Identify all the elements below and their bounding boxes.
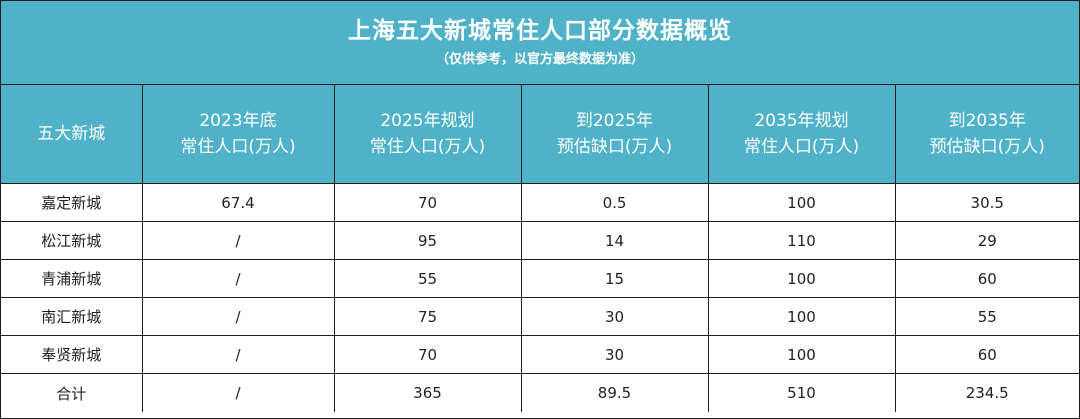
population-table: 五大新城 2023年底 常住人口(万人) 2025年规划 常住人口(万人) 到2…	[1, 85, 1079, 412]
plan-2035-cell: 100	[707, 259, 895, 298]
gap-2025-total-cell: 89.5	[520, 373, 708, 412]
city-name-cell: 青浦新城	[1, 259, 142, 298]
plan-2025-cell: 70	[333, 183, 521, 222]
population-2023-cell: /	[141, 335, 334, 374]
gap-2035-cell: 60	[894, 335, 1079, 374]
header-cell-2025-plan: 2025年规划 常住人口(万人)	[333, 85, 521, 184]
plan-2025-cell: 95	[333, 221, 521, 260]
table-row: 嘉定新城 67.4 70 0.5 100 30.5	[1, 183, 1079, 222]
population-2023-total-cell: /	[141, 373, 334, 412]
header-cell-2025-gap: 到2025年 预估缺口(万人)	[520, 85, 708, 184]
plan-2035-cell: 110	[707, 221, 895, 260]
header-cell-2035-gap: 到2035年 预估缺口(万人)	[894, 85, 1079, 184]
table-subtitle: （仅供参考，以官方最终数据为准）	[435, 52, 644, 67]
city-name-cell: 南汇新城	[1, 297, 142, 336]
city-name-cell: 奉贤新城	[1, 335, 142, 374]
gap-2025-cell: 30	[520, 335, 708, 374]
gap-2025-cell: 0.5	[520, 183, 708, 222]
population-2023-cell: /	[141, 221, 334, 260]
plan-2025-cell: 75	[333, 297, 521, 336]
population-2023-cell: /	[141, 297, 334, 336]
gap-2035-cell: 29	[894, 221, 1079, 260]
gap-2025-cell: 14	[520, 221, 708, 260]
gap-2025-cell: 30	[520, 297, 708, 336]
plan-2025-cell: 55	[333, 259, 521, 298]
plan-2025-total-cell: 365	[333, 373, 521, 412]
table-row: 奉贤新城 / 70 30 100 60	[1, 335, 1079, 374]
header-cell-2035-plan: 2035年规划 常住人口(万人)	[707, 85, 895, 184]
gap-2025-cell: 15	[520, 259, 708, 298]
plan-2035-cell: 100	[707, 183, 895, 222]
plan-2035-cell: 100	[707, 335, 895, 374]
header-cell-city: 五大新城	[1, 85, 142, 184]
city-name-cell: 嘉定新城	[1, 183, 142, 222]
header-cell-2023-population: 2023年底 常住人口(万人)	[141, 85, 334, 184]
gap-2035-cell: 55	[894, 297, 1079, 336]
gap-2035-total-cell: 234.5	[894, 373, 1079, 412]
gap-2035-cell: 30.5	[894, 183, 1079, 222]
plan-2035-total-cell: 510	[707, 373, 895, 412]
total-row: 合计 / 365 89.5 510 234.5	[1, 373, 1079, 412]
plan-2035-cell: 100	[707, 297, 895, 336]
population-2023-cell: 67.4	[141, 183, 334, 222]
total-label-cell: 合计	[56, 384, 87, 403]
table-row: 南汇新城 / 75 30 100 55	[1, 297, 1079, 336]
table-row: 青浦新城 / 55 15 100 60	[1, 259, 1079, 298]
table-title: 上海五大新城常住人口部分数据概览	[348, 18, 732, 44]
plan-2025-cell: 70	[333, 335, 521, 374]
table-row: 松江新城 / 95 14 110 29	[1, 221, 1079, 260]
header-row: 五大新城 2023年底 常住人口(万人) 2025年规划 常住人口(万人) 到2…	[1, 85, 1079, 184]
population-2023-cell: /	[141, 259, 334, 298]
title-band: 上海五大新城常住人口部分数据概览 （仅供参考，以官方最终数据为准）	[1, 1, 1079, 85]
gap-2035-cell: 60	[894, 259, 1079, 298]
city-name-cell: 松江新城	[1, 221, 142, 260]
